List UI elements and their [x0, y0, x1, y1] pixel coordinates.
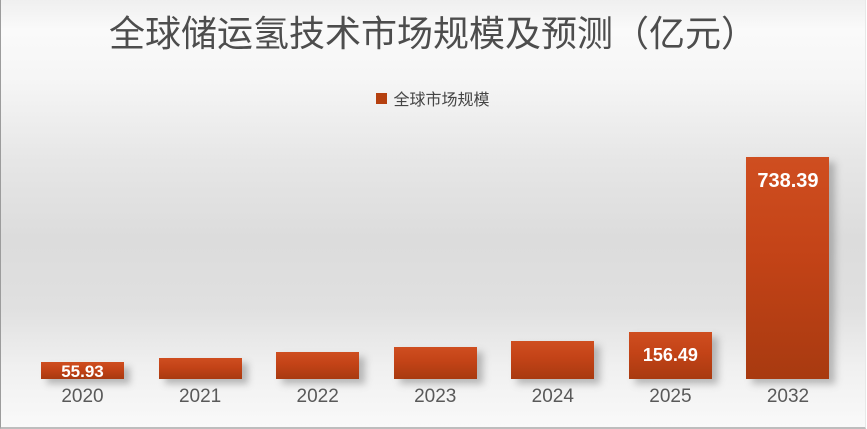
x-axis-label-2020: 2020 [61, 386, 104, 407]
chart-title: 全球储运氢技术市场规模及预测（亿元） [108, 14, 757, 54]
plot-area: 55.93 156.49 738.39 [1, 157, 867, 381]
x-axis-label-2032: 2032 [766, 386, 810, 407]
bar-value-label: 156.49 [642, 345, 698, 365]
x-axis-label-2021: 2021 [178, 386, 222, 407]
bar-2022 [276, 352, 360, 379]
bar-value-label: 55.93 [61, 362, 104, 381]
x-axis-label-2024: 2024 [531, 386, 574, 407]
x-axis-label-2022: 2022 [296, 386, 339, 407]
x-axis-label-2023: 2023 [414, 386, 457, 407]
bar-value-label: 738.39 [757, 170, 819, 192]
bar-2021 [158, 358, 242, 379]
x-axis: 2020 2021 2022 2023 2024 2025 2032 [1, 386, 867, 414]
legend-swatch-icon [376, 92, 388, 104]
bar-2024 [511, 341, 595, 379]
x-axis-label-2025: 2025 [649, 386, 692, 407]
legend-label: 全球市场规模 [393, 92, 490, 109]
bar-2020: 55.93 [41, 362, 124, 381]
legend: 全球市场规模 [1, 86, 865, 110]
bar-2023 [393, 347, 477, 379]
bar-2032: 738.39 [746, 157, 830, 379]
bar-2025: 156.49 [628, 332, 712, 379]
